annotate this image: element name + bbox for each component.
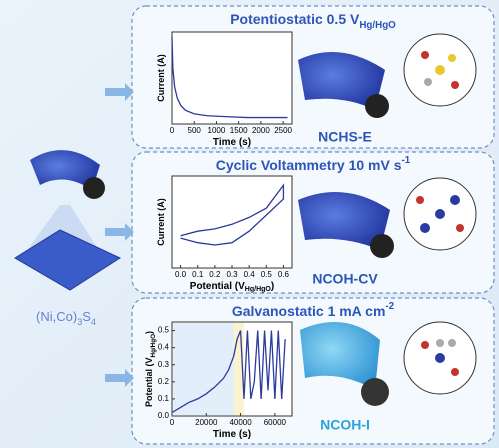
x-tick-label: 0.5 — [261, 270, 273, 279]
y-tick-label: 0.0 — [158, 411, 170, 420]
x-tick-label: 0.1 — [192, 270, 204, 279]
x-tick-label: 1000 — [208, 126, 226, 135]
x-tick-label: 0 — [170, 126, 175, 135]
panel-title-sup: -2 — [385, 301, 394, 312]
x-tick-label: 0.6 — [278, 270, 290, 279]
y-tick-label: 0.2 — [158, 377, 170, 386]
x-tick-label: 40000 — [229, 418, 252, 427]
y-axis-title-part: Current (A) — [156, 198, 166, 246]
product-illustrations — [298, 33, 477, 406]
x-tick-label: 0.0 — [175, 270, 187, 279]
x-tick-label: 60000 — [264, 418, 287, 427]
x-tick-label: 500 — [188, 126, 202, 135]
y-tick-label: 0.3 — [158, 360, 170, 369]
material-label-part: S — [82, 309, 91, 324]
panel-title-sup: -1 — [402, 155, 411, 166]
panel-title: Galvanostatic 1 mA cm-2 — [232, 301, 395, 319]
arrows — [105, 83, 134, 387]
y-axis-title: Current (A) — [156, 54, 166, 102]
y-tick-label: 0.4 — [158, 343, 170, 352]
x-tick-label: 2500 — [274, 126, 292, 135]
product-label: NCOH-I — [320, 417, 370, 433]
x-axis-title: Potential (VHg/HgO) — [190, 281, 274, 294]
x-tick-label: 0.4 — [244, 270, 256, 279]
plot-area — [171, 175, 293, 269]
y-axis-title: Current (A) — [156, 198, 166, 246]
panel-title-sub: Hg/HgO — [359, 20, 396, 31]
y-axis-title-part: Current (A) — [156, 54, 166, 102]
panel-title-part: Potentiostatic 0.5 V — [230, 11, 360, 27]
y-axis-title-part: Potential (V — [144, 357, 154, 407]
x-tick-label: 1500 — [230, 126, 248, 135]
data-line — [171, 36, 288, 119]
x-axis-title-part: Potential (V — [190, 281, 245, 292]
x-axis-title: Time (s) — [213, 137, 251, 148]
material-label-sub: 3 — [77, 317, 82, 327]
data-line — [171, 330, 286, 414]
product-label: NCHS-E — [318, 129, 372, 145]
y-axis-title-part: ) — [144, 331, 154, 334]
material-label-part: (Ni,Co) — [36, 309, 77, 324]
x-axis-title-part: ) — [271, 281, 274, 292]
region — [173, 323, 235, 415]
x-tick-label: 2000 — [252, 126, 270, 135]
x-axis-title: Time (s) — [213, 429, 251, 440]
precursor-illustration — [14, 150, 122, 291]
region — [233, 323, 244, 415]
material-label-sub: 4 — [91, 317, 96, 327]
data-line — [180, 183, 285, 246]
y-tick-label: 0.5 — [158, 326, 170, 335]
material-label: (Ni,Co)3S4 — [36, 309, 96, 327]
x-axis-title-part: Time (s) — [213, 137, 251, 148]
x-tick-label: 20000 — [195, 418, 218, 427]
panel-title-part: Galvanostatic 1 mA cm — [232, 303, 386, 319]
panel-title: Cyclic Voltammetry 10 mV s-1 — [216, 155, 411, 173]
x-axis-title-part: Time (s) — [213, 429, 251, 440]
panel-title-part: Cyclic Voltammetry 10 mV s — [216, 157, 402, 173]
x-tick-label: 0.3 — [226, 270, 238, 279]
plot-area — [171, 31, 293, 125]
x-tick-label: 0 — [170, 418, 175, 427]
y-axis-title: Potential (VHg/HgO) — [144, 331, 157, 407]
x-tick-label: 0.2 — [209, 270, 221, 279]
product-label: NCOH-CV — [312, 271, 378, 287]
y-tick-label: 0.1 — [158, 394, 170, 403]
panel-title: Potentiostatic 0.5 VHg/HgO — [230, 11, 396, 31]
y-axis-title-sub: Hg/HgO — [150, 334, 157, 358]
x-axis-title-sub: Hg/HgO — [245, 286, 272, 293]
